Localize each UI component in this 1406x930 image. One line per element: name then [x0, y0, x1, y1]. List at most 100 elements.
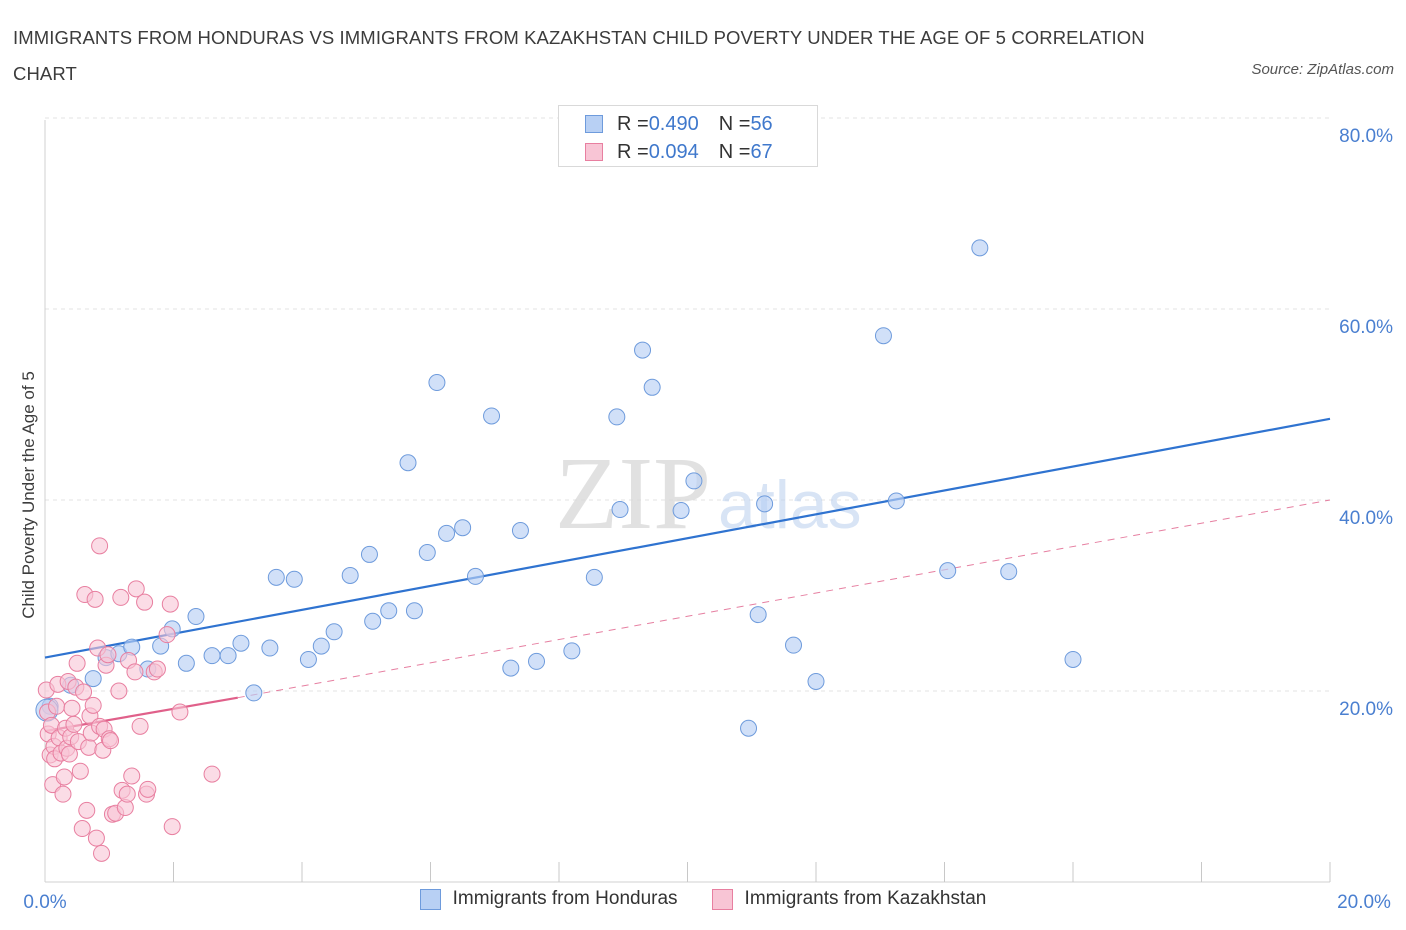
y-tick-label: 40.0%: [1339, 508, 1393, 529]
honduras-point[interactable]: [502, 659, 520, 677]
honduras-point[interactable]: [341, 566, 359, 584]
legend-label-kazakhstan: Immigrants from Kazakhstan: [744, 888, 987, 909]
kazakhstan-point[interactable]: [86, 590, 104, 608]
kazakhstan-point[interactable]: [126, 663, 144, 681]
honduras-point[interactable]: [299, 650, 317, 668]
kazakhstan-point[interactable]: [163, 818, 181, 836]
kazakhstan-point[interactable]: [131, 717, 149, 735]
y-tick-label: 80.0%: [1339, 126, 1393, 147]
kazakhstan-point[interactable]: [80, 738, 98, 756]
kazakhstan-point[interactable]: [148, 660, 166, 678]
kazakhstan-point[interactable]: [63, 699, 81, 717]
legend-n-label: N =: [718, 140, 751, 163]
honduras-point[interactable]: [740, 719, 758, 737]
legend-n-value: 56: [750, 112, 773, 135]
honduras-point[interactable]: [1064, 650, 1082, 668]
kazakhstan-point[interactable]: [91, 537, 109, 555]
honduras-point[interactable]: [785, 636, 803, 654]
kazakhstan-point[interactable]: [102, 732, 120, 750]
kazakhstan-point[interactable]: [54, 785, 72, 803]
honduras-point[interactable]: [418, 544, 436, 562]
kazakhstan-point[interactable]: [87, 829, 105, 847]
honduras-point[interactable]: [405, 602, 423, 620]
honduras-point[interactable]: [285, 570, 303, 588]
honduras-point[interactable]: [585, 568, 603, 586]
honduras-point[interactable]: [528, 652, 546, 670]
watermark-atlas: atlas: [718, 467, 862, 543]
honduras-point[interactable]: [312, 637, 330, 655]
trend-line-honduras: [44, 417, 1331, 659]
honduras-point[interactable]: [887, 492, 905, 510]
honduras-point[interactable]: [177, 654, 195, 672]
honduras-point[interactable]: [563, 642, 581, 660]
kazakhstan-point[interactable]: [99, 646, 117, 664]
honduras-point[interactable]: [874, 327, 892, 345]
honduras-point[interactable]: [84, 670, 102, 688]
kazakhstan-point[interactable]: [75, 683, 93, 701]
legend-item-kazakhstan[interactable]: Immigrants from Kazakhstan: [711, 888, 987, 910]
trend-line-kazakhstan-extension: [237, 499, 1331, 699]
honduras-point[interactable]: [971, 239, 989, 257]
kazakhstan-point[interactable]: [118, 785, 136, 803]
honduras-point[interactable]: [611, 501, 629, 519]
honduras-point[interactable]: [261, 639, 279, 657]
honduras-point[interactable]: [672, 502, 690, 520]
legend-row-honduras: R = 0.490 N = 56: [585, 111, 773, 137]
kazakhstan-point[interactable]: [139, 780, 157, 798]
kazakhstan-point[interactable]: [158, 626, 176, 644]
honduras-point[interactable]: [325, 623, 343, 641]
kazakhstan-point[interactable]: [55, 768, 73, 786]
honduras-point[interactable]: [756, 495, 774, 513]
kazakhstan-point[interactable]: [71, 762, 89, 780]
kazakhstan-point[interactable]: [161, 595, 179, 613]
honduras-point[interactable]: [511, 522, 529, 540]
honduras-point[interactable]: [685, 472, 703, 490]
kazakhstan-point[interactable]: [78, 801, 96, 819]
watermark: ZIP atlas: [555, 436, 862, 551]
legend-label-honduras: Immigrants from Honduras: [452, 888, 678, 909]
legend-r-label: R =: [617, 140, 649, 163]
kazakhstan-point[interactable]: [73, 820, 91, 838]
honduras-point[interactable]: [634, 341, 652, 359]
honduras-point[interactable]: [807, 672, 825, 690]
honduras-point[interactable]: [187, 608, 205, 626]
kazakhstan-point[interactable]: [203, 765, 221, 783]
x-tick-label-min: 0.0%: [23, 892, 66, 913]
honduras-point[interactable]: [939, 562, 957, 580]
honduras-point[interactable]: [245, 684, 263, 702]
kazakhstan-point[interactable]: [136, 593, 154, 611]
honduras-point[interactable]: [232, 634, 250, 652]
kazakhstan-point[interactable]: [60, 745, 78, 763]
honduras-point[interactable]: [219, 647, 237, 665]
honduras-point[interactable]: [438, 524, 456, 542]
honduras-point[interactable]: [360, 545, 378, 563]
honduras-point[interactable]: [483, 407, 501, 425]
honduras-point[interactable]: [643, 378, 661, 396]
kazakhstan-point[interactable]: [93, 844, 111, 862]
honduras-point[interactable]: [399, 454, 417, 472]
kazakhstan-point[interactable]: [127, 580, 145, 598]
honduras-point[interactable]: [428, 374, 446, 392]
honduras-point[interactable]: [608, 408, 626, 426]
honduras-point[interactable]: [364, 612, 382, 630]
kazakhstan-point[interactable]: [68, 654, 86, 672]
honduras-point[interactable]: [380, 602, 398, 620]
legend-swatch-honduras: [419, 888, 441, 910]
y-axis-tick-labels: 20.0% 40.0% 60.0% 80.0%: [1339, 126, 1393, 720]
honduras-point[interactable]: [267, 568, 285, 586]
kazakhstan-point[interactable]: [84, 696, 102, 714]
honduras-point[interactable]: [203, 647, 221, 665]
honduras-point[interactable]: [749, 606, 767, 624]
legend-item-honduras[interactable]: Immigrants from Honduras: [419, 888, 678, 910]
kazakhstan-point[interactable]: [112, 588, 130, 606]
legend-row-kazakhstan: R = 0.094 N = 67: [585, 139, 773, 165]
honduras-point[interactable]: [466, 567, 484, 585]
kazakhstan-point[interactable]: [123, 767, 141, 785]
kazakhstan-point[interactable]: [171, 703, 189, 721]
kazakhstan-point[interactable]: [48, 697, 66, 715]
kazakhstan-point[interactable]: [65, 715, 83, 733]
honduras-point[interactable]: [1000, 563, 1018, 581]
kazakhstan-point[interactable]: [110, 682, 128, 700]
honduras-point[interactable]: [454, 519, 472, 537]
